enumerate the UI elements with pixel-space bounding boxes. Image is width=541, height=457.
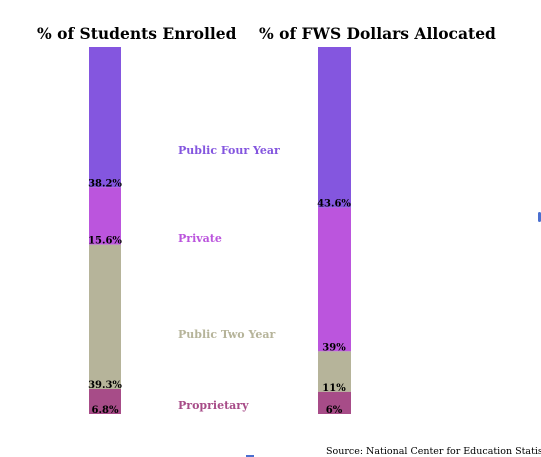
bottom-marker bbox=[246, 455, 254, 457]
data-label-fws-private: 39% bbox=[322, 342, 346, 353]
chart-title-students-enrolled: % of Students Enrolled bbox=[37, 24, 237, 43]
bar-segment-enrolled-public-two-year bbox=[89, 244, 121, 390]
bar-segment-enrolled-public-four-year bbox=[89, 47, 121, 188]
chart-title-fws-dollars: % of FWS Dollars Allocated bbox=[259, 24, 496, 43]
data-label-enrolled-public-four-year: 38.2% bbox=[88, 178, 122, 189]
category-label-public-two-year: Public Two Year bbox=[178, 328, 275, 341]
source-note: Source: National Center for Education St… bbox=[326, 446, 541, 457]
data-label-enrolled-proprietary: 6.8% bbox=[92, 405, 119, 416]
bar-segment-fws-public-four-year bbox=[318, 47, 351, 208]
data-label-enrolled-public-two-year: 39.3% bbox=[88, 380, 122, 391]
data-label-fws-public-two-year: 11% bbox=[322, 383, 346, 394]
bar-segment-fws-public-two-year bbox=[318, 351, 351, 392]
data-label-enrolled-private: 15.6% bbox=[88, 236, 122, 247]
category-label-public-four-year: Public Four Year bbox=[178, 144, 280, 157]
data-label-fws-public-four-year: 43.6% bbox=[317, 199, 351, 210]
bar-segment-fws-proprietary bbox=[318, 391, 351, 414]
edge-marker bbox=[538, 212, 541, 222]
bar-segment-fws-private bbox=[318, 207, 351, 352]
bar-segment-enrolled-private bbox=[89, 187, 121, 245]
category-label-proprietary: Proprietary bbox=[178, 399, 249, 412]
bar-segment-enrolled-proprietary bbox=[89, 389, 121, 414]
category-label-private: Private bbox=[178, 232, 222, 245]
data-label-fws-proprietary: 6% bbox=[326, 405, 343, 416]
